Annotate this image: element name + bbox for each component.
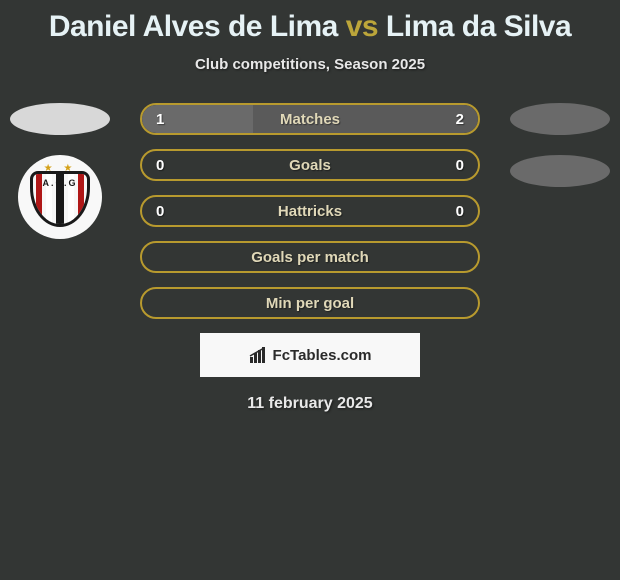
player1-flag-placeholder: [10, 103, 110, 135]
footer-brand-text: FcTables.com: [273, 347, 372, 364]
stat-bars: Matches12Goals00Hattricks00Goals per mat…: [140, 103, 480, 319]
stat-label: Hattricks: [142, 203, 478, 220]
stat-pill: Min per goal: [140, 287, 480, 319]
stat-pill: Matches1 2: [140, 103, 480, 135]
date-label: 11 february 2025: [0, 395, 620, 413]
stat-label: Goals: [142, 157, 478, 174]
acg-crest-icon: ★ ★ A.C.G: [28, 165, 92, 229]
player2-club-placeholder: [510, 155, 610, 187]
bars-chart-icon: [249, 347, 269, 363]
player1-name: Daniel Alves de Lima: [49, 10, 338, 43]
stat-row: Min per goal: [140, 287, 480, 319]
comparison-title: Daniel Alves de Lima vs Lima da Silva: [0, 0, 620, 44]
stat-value-left: 0: [156, 157, 164, 174]
crest-shield: A.C.G: [30, 171, 90, 227]
stat-row: Hattricks0 0: [140, 195, 480, 227]
player2-flag-placeholder: [510, 103, 610, 135]
player1-club-crest: ★ ★ A.C.G: [18, 155, 102, 239]
crest-text: A.C.G: [33, 178, 87, 188]
stat-pill: Hattricks0 0: [140, 195, 480, 227]
stat-value-right: 0: [456, 157, 464, 174]
stat-label: Min per goal: [142, 295, 478, 312]
right-badges: [510, 103, 610, 207]
comparison-content: ★ ★ A.C.G Matches12Goals00Hattricks00Goa…: [0, 103, 620, 413]
stat-row: Matches1 2: [140, 103, 480, 135]
stat-value-right: 0: [456, 203, 464, 220]
stat-label: Goals per match: [142, 249, 478, 266]
vs-separator: vs: [346, 10, 378, 43]
left-badges: ★ ★ A.C.G: [10, 103, 110, 239]
stat-pill: Goals per match: [140, 241, 480, 273]
stat-value-left: 1: [156, 111, 164, 128]
stat-pill: Goals0 0: [140, 149, 480, 181]
stat-value-right: 2: [456, 111, 464, 128]
player2-name: Lima da Silva: [386, 10, 571, 43]
stat-row: Goals0 0: [140, 149, 480, 181]
footer-branding: FcTables.com: [200, 333, 420, 377]
subtitle: Club competitions, Season 2025: [0, 56, 620, 73]
fctables-logo: FcTables.com: [249, 347, 372, 364]
stat-value-left: 0: [156, 203, 164, 220]
stat-row: Goals per match: [140, 241, 480, 273]
stat-label: Matches: [142, 111, 478, 128]
